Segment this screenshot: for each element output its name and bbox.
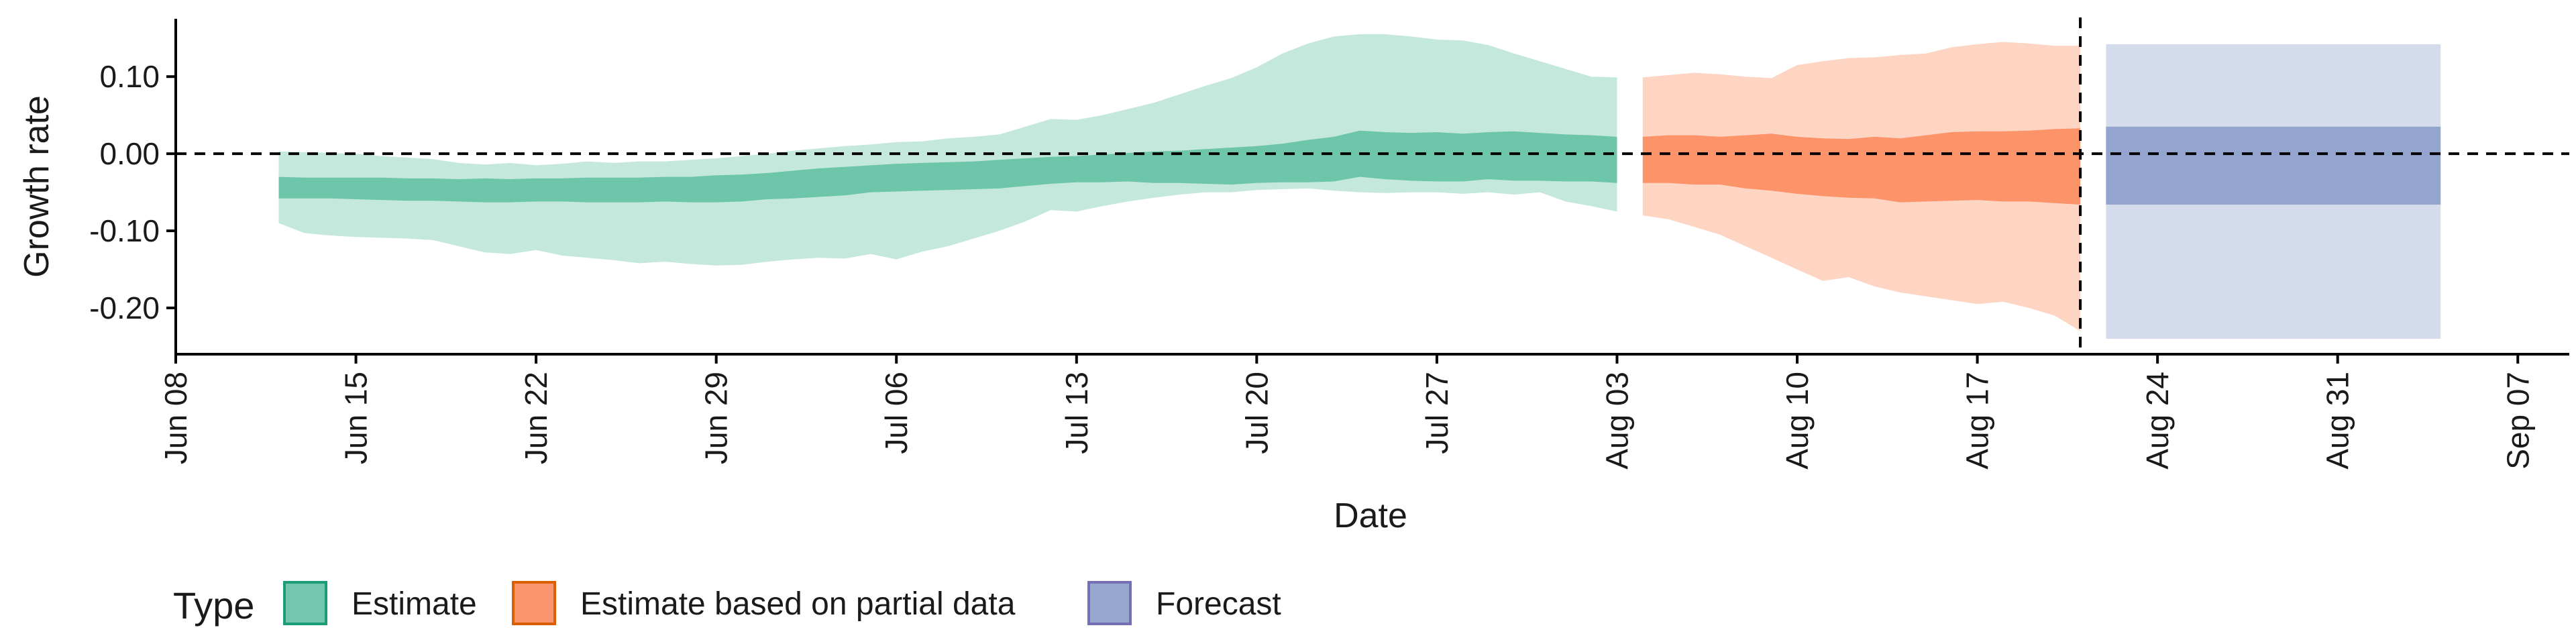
legend-label-estimate: Estimate [352, 586, 477, 622]
x-tick-label: Jun 15 [339, 372, 374, 464]
legend-key-estimate [283, 581, 327, 625]
legend-key-forecast [1087, 581, 1132, 625]
y-axis-title: Growth rate [17, 95, 56, 278]
band-inner-estimate [278, 130, 1617, 203]
x-tick-label: Jul 13 [1059, 372, 1094, 454]
band-inner-forecast [2106, 126, 2441, 205]
x-tick-label: Jul 20 [1239, 372, 1274, 454]
axes-layer [174, 19, 2569, 356]
legend-label-estimate-based-on-partial-data: Estimate based on partial data [580, 586, 1016, 622]
y-tick-label: -0.10 [89, 213, 160, 248]
x-tick-label: Aug 03 [1599, 372, 1634, 470]
ticks-layer: -0.20 -0.10 0.00 0.10 Jun 08 Jun 15 Jun 22 Jun … [89, 59, 2535, 470]
band-outer-estimate [278, 34, 1617, 266]
x-tick-label: Jun 08 [158, 372, 193, 464]
x-tick-label: Aug 24 [2140, 372, 2175, 470]
x-axis-title: Date [1334, 496, 1407, 535]
x-tick-label: Jul 27 [1419, 372, 1454, 454]
band-inner-estimate-based-on-partial-data [1642, 128, 2081, 205]
x-tick-label: Aug 31 [2320, 372, 2355, 470]
legend: Type Estimate Estimate based on partial d… [173, 581, 1281, 627]
legend-label-forecast: Forecast [1156, 586, 1281, 622]
x-tick-label: Jul 06 [879, 372, 914, 454]
y-tick-label: 0.00 [99, 136, 160, 171]
y-tick-label: -0.20 [89, 290, 160, 325]
reference-lines-layer [176, 17, 2569, 354]
y-tick-label: 0.10 [99, 59, 160, 94]
x-tick-label: Aug 10 [1780, 372, 1815, 470]
x-tick-label: Jun 29 [699, 372, 734, 464]
legend-key-estimate-based-on-partial-data [512, 581, 556, 625]
bands-layer [278, 34, 2441, 339]
x-tick-label: Aug 17 [1960, 372, 1995, 470]
legend-title: Type [173, 584, 254, 627]
x-tick-label: Jun 22 [519, 372, 553, 464]
x-tick-label: Sep 07 [2500, 372, 2535, 470]
